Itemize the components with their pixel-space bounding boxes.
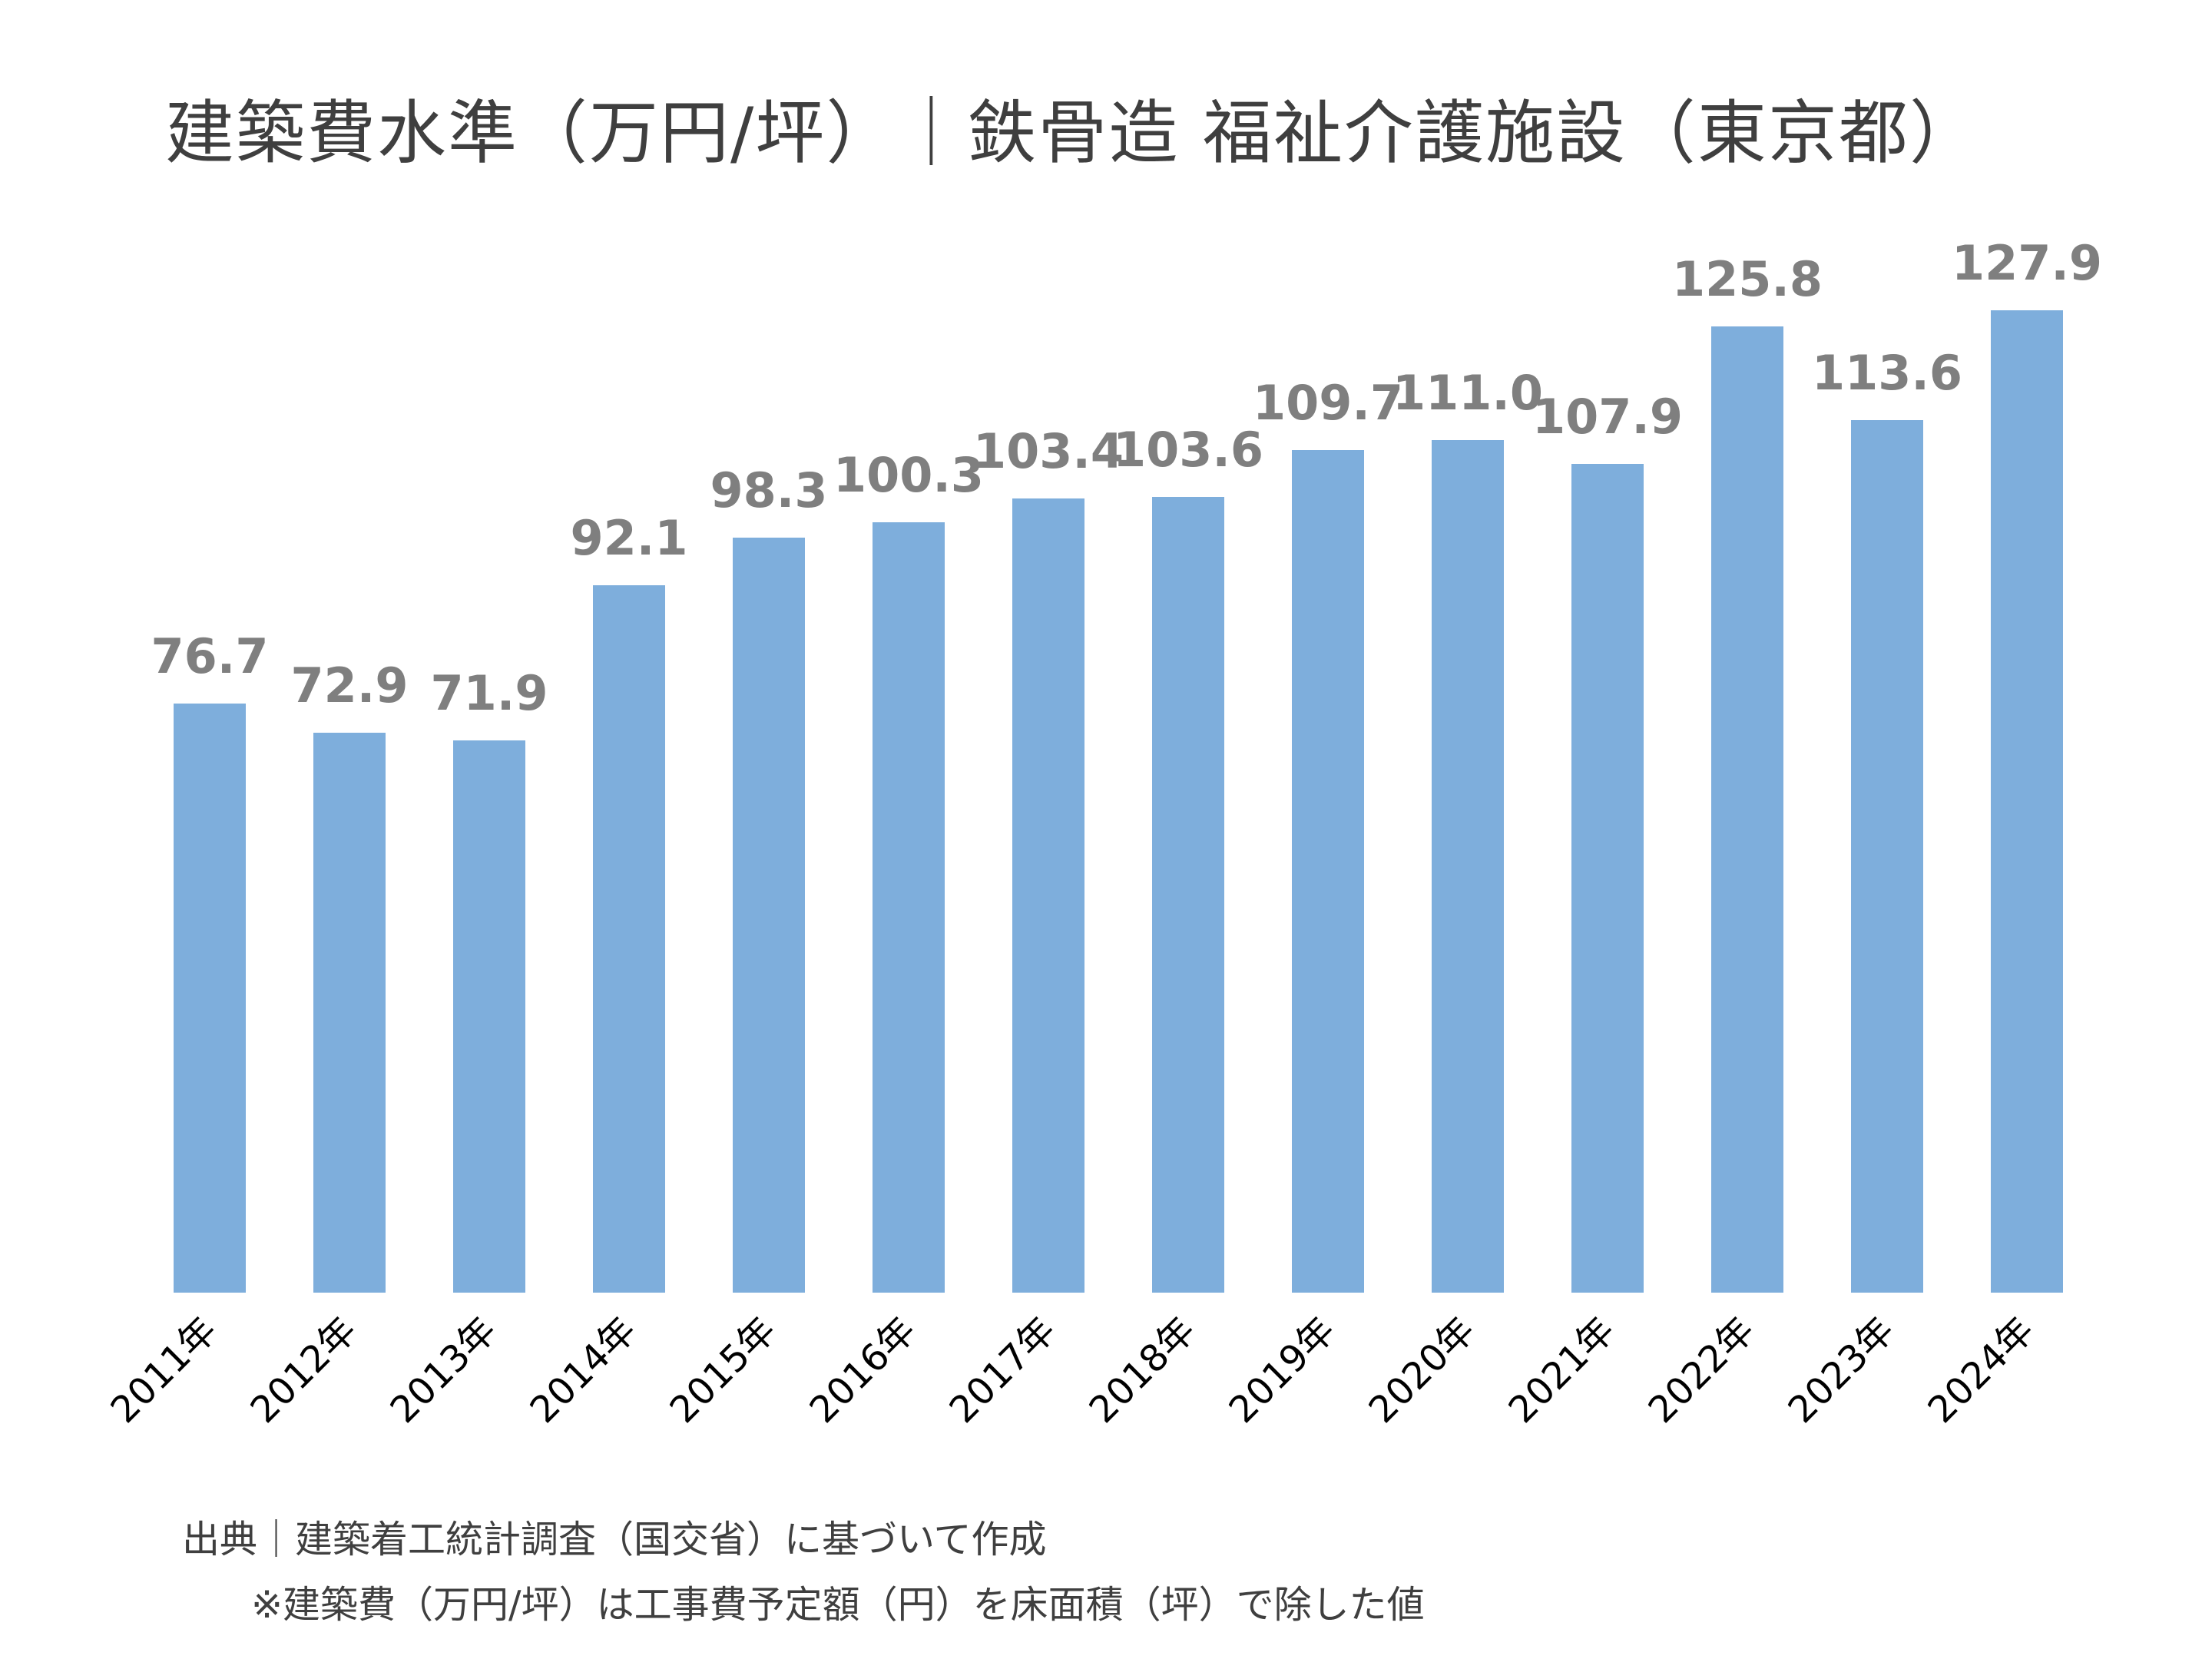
bars-group xyxy=(174,310,2063,1293)
bar-2019年 xyxy=(1292,450,1364,1293)
x-tick-label: 2015年 xyxy=(662,1309,785,1432)
x-tick-label: 2011年 xyxy=(103,1309,226,1432)
source-note: 出典｜建築着工統計調査（国交省）に基づいて作成 xyxy=(182,1518,1047,1561)
x-tick-label: 2023年 xyxy=(1780,1309,1903,1432)
value-label: 103.4 xyxy=(973,423,1124,479)
x-tick-label: 2019年 xyxy=(1221,1309,1344,1432)
bar-2024年 xyxy=(1991,310,2063,1293)
x-tick-label: 2017年 xyxy=(942,1309,1065,1432)
x-tick-label: 2018年 xyxy=(1081,1309,1204,1432)
bar-2021年 xyxy=(1571,464,1644,1293)
calculation-note: ※建築費（万円/坪）は工事費予定額（円）を床面積（坪）で除した値 xyxy=(251,1583,1425,1627)
bar-2023年 xyxy=(1851,420,1923,1293)
bar-2022年 xyxy=(1711,326,1783,1293)
bar-2018年 xyxy=(1152,497,1224,1293)
x-tick-label: 2024年 xyxy=(1920,1309,2043,1432)
bar-2017年 xyxy=(1012,498,1084,1293)
x-tick-labels-group: 2011年 2012年 2013年 2014年 2015年 2016年 2017年 2018年… xyxy=(103,1309,2043,1432)
bar-2012年 xyxy=(313,733,386,1293)
value-label: 111.0 xyxy=(1392,365,1543,421)
value-labels-group: 76.7 72.9 71.9 92.1 98.3 100.3103.4103.6109.7… xyxy=(151,235,2103,721)
x-tick-label: 2021年 xyxy=(1501,1309,1624,1432)
value-label: 98.3 xyxy=(710,462,828,518)
x-tick-label: 2012年 xyxy=(243,1309,366,1432)
x-tick-label: 2022年 xyxy=(1641,1309,1763,1432)
bar-2020年 xyxy=(1432,440,1504,1293)
value-label: 76.7 xyxy=(151,628,269,684)
value-label: 125.8 xyxy=(1672,251,1823,307)
bar-2014年 xyxy=(593,585,665,1293)
x-tick-label: 2013年 xyxy=(382,1309,505,1432)
value-label: 103.6 xyxy=(1113,422,1263,478)
value-label: 113.6 xyxy=(1812,345,1962,401)
value-label: 72.9 xyxy=(291,657,409,714)
chart-title: 建築費水準（万円/坪）｜鉄骨造 福祉介護施設（東京都） xyxy=(165,93,1980,174)
x-tick-label: 2014年 xyxy=(522,1309,645,1432)
x-tick-label: 2016年 xyxy=(802,1309,925,1432)
x-tick-label: 2020年 xyxy=(1361,1309,1484,1432)
bar-2016年 xyxy=(873,522,945,1293)
value-label: 92.1 xyxy=(571,510,688,566)
value-label: 100.3 xyxy=(833,447,984,503)
value-label: 71.9 xyxy=(431,665,548,721)
bar-2015年 xyxy=(733,538,805,1293)
value-label: 127.9 xyxy=(1952,235,2102,291)
value-label: 109.7 xyxy=(1253,375,1403,431)
value-label: 107.9 xyxy=(1532,389,1683,445)
bar-2013年 xyxy=(453,740,525,1293)
bar-2011年 xyxy=(174,704,246,1293)
